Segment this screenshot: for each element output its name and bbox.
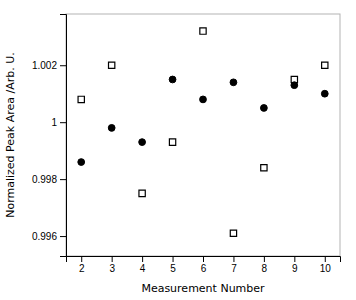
x-axis-title: Measurement Number [141, 282, 265, 295]
tick-mark [81, 256, 82, 262]
tick: 8 [262, 256, 268, 274]
tick-mark [142, 256, 143, 262]
x-axis: 2 3 4 5 6 7 8 9 10 [67, 256, 341, 274]
square-point [200, 28, 206, 34]
tick-label: 3 [109, 263, 115, 274]
tick: 0.998 [32, 174, 66, 185]
tick: 1 [51, 117, 66, 128]
tick-mark [233, 256, 234, 262]
circle-point [261, 105, 268, 112]
tick: 4 [140, 256, 146, 274]
circle-point [169, 76, 176, 83]
plot: 2 3 4 5 6 7 8 9 10 0.996 0.998 1 1.002 [32, 14, 341, 274]
square-point [78, 96, 84, 102]
tick: 6 [201, 256, 207, 274]
square-point [230, 230, 236, 236]
tick-mark [60, 65, 66, 66]
circle-point [321, 90, 328, 97]
circle-point [230, 79, 237, 86]
circle-point [139, 139, 146, 146]
square-point [322, 62, 328, 68]
tick-mark [203, 256, 204, 262]
tick-label: 0.996 [32, 231, 57, 242]
tick-mark [173, 256, 174, 262]
tick: 7 [231, 256, 237, 274]
tick-label: 8 [262, 263, 268, 274]
tick-label: 0.998 [32, 174, 57, 185]
tick-mark [60, 236, 66, 237]
chart: 2 3 4 5 6 7 8 9 10 0.996 0.998 1 1.002 Measurement Nu… [0, 0, 356, 300]
tick-mark [264, 256, 265, 262]
tick-mark [294, 256, 295, 262]
tick-label: 7 [231, 263, 237, 274]
tick: 2 [79, 256, 85, 274]
tick-mark [325, 256, 326, 262]
series-circle [78, 76, 328, 165]
tick: 5 [170, 256, 176, 274]
axis-line [60, 15, 67, 257]
tick-label: 5 [170, 263, 176, 274]
tick-label: 1 [51, 117, 57, 128]
series-square [78, 28, 328, 236]
y-axis: 0.996 0.998 1 1.002 [32, 15, 67, 257]
circle-point [78, 159, 85, 166]
tick: 1.002 [32, 60, 66, 71]
tick: 9 [292, 256, 298, 274]
square-point [139, 190, 145, 196]
tick-mark [60, 179, 66, 180]
axis-line [67, 257, 341, 263]
tick-label: 1.002 [32, 60, 57, 71]
tick: 3 [109, 256, 115, 274]
square-point [261, 165, 267, 171]
y-axis-title: Normalized Peak Area /Arb. U. [4, 52, 17, 218]
tick-label: 10 [320, 263, 332, 274]
tick-label: 4 [140, 263, 146, 274]
circle-point [200, 96, 207, 103]
plot-frame [66, 14, 340, 256]
circle-point [291, 82, 298, 89]
square-point [109, 62, 115, 68]
tick-mark [60, 122, 66, 123]
tick: 0.996 [32, 231, 66, 242]
tick-label: 6 [201, 263, 207, 274]
circle-point [108, 124, 115, 131]
tick-label: 2 [79, 263, 85, 274]
points [78, 28, 328, 236]
tick-label: 9 [292, 263, 298, 274]
tick: 10 [320, 256, 332, 274]
tick-mark [112, 256, 113, 262]
square-point [169, 139, 175, 145]
